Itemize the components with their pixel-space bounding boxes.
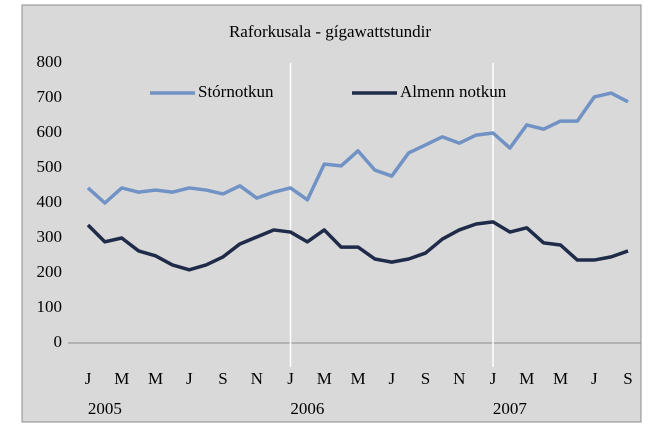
chart-title: Raforkusala - gígawattstundir	[229, 22, 431, 41]
y-tick-label: 700	[37, 87, 63, 106]
x-tick-label: J	[591, 369, 598, 388]
x-tick-label: M	[519, 369, 534, 388]
y-tick-label: 400	[37, 192, 63, 211]
legend-label: Stórnotkun	[198, 82, 274, 101]
y-tick-label: 600	[37, 122, 63, 141]
x-tick-label: M	[317, 369, 332, 388]
x-tick-label: S	[623, 369, 632, 388]
x-tick-label: M	[114, 369, 129, 388]
x-tick-label: J	[490, 369, 497, 388]
x-tick-label: N	[453, 369, 465, 388]
x-tick-label: M	[553, 369, 568, 388]
x-tick-label: S	[421, 369, 430, 388]
chart-frame	[21, 4, 642, 423]
x-tick-label: S	[218, 369, 227, 388]
y-tick-label: 100	[37, 297, 63, 316]
y-tick-label: 300	[37, 227, 63, 246]
y-tick-label: 200	[37, 262, 63, 281]
year-label: 2006	[290, 399, 324, 418]
y-tick-label: 500	[37, 157, 63, 176]
x-tick-label: J	[85, 369, 92, 388]
x-tick-label: J	[388, 369, 395, 388]
x-tick-label: N	[251, 369, 263, 388]
y-tick-label: 800	[37, 52, 63, 71]
x-tick-label: M	[148, 369, 163, 388]
x-tick-label: J	[186, 369, 193, 388]
series-line	[86, 220, 629, 272]
legend-label: Almenn notkun	[400, 82, 507, 101]
year-label: 2007	[493, 399, 528, 418]
x-tick-label: J	[287, 369, 294, 388]
x-tick-label: M	[350, 369, 365, 388]
y-tick-label: 0	[54, 332, 63, 351]
series-line	[86, 91, 629, 205]
year-label: 2005	[88, 399, 122, 418]
